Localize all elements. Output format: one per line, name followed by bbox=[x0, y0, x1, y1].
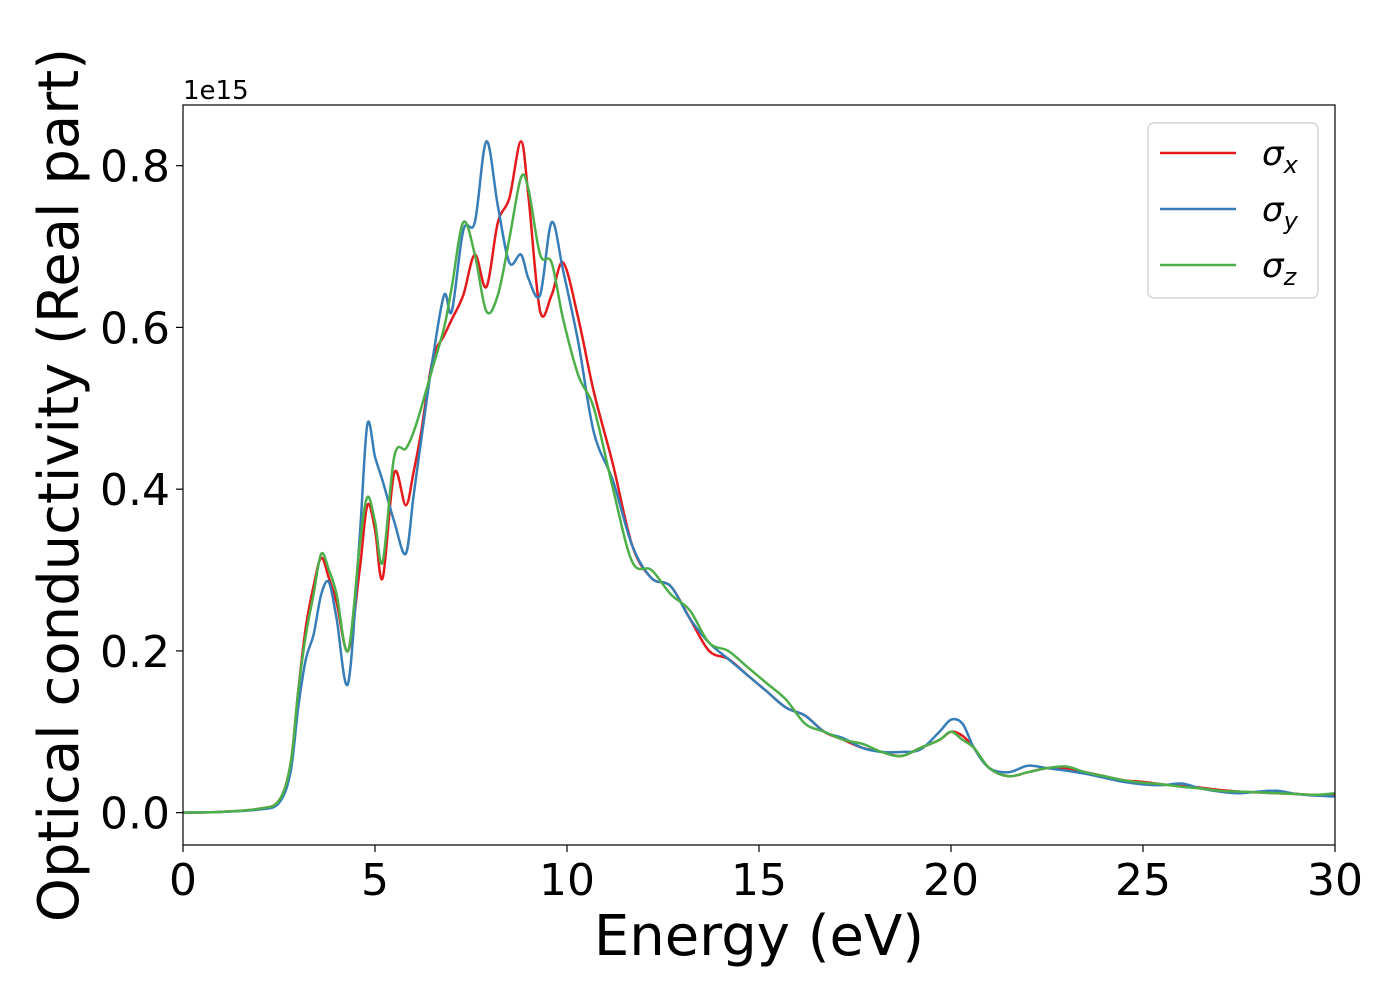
series-line-z bbox=[183, 173, 1335, 814]
y-tick-label: 0.8 bbox=[100, 142, 170, 193]
y-tick-label: 0.0 bbox=[100, 789, 170, 840]
legend-frame bbox=[1147, 122, 1319, 299]
x-tick-label: 30 bbox=[1307, 855, 1363, 906]
x-tick-label: 25 bbox=[1115, 855, 1171, 906]
x-tick-label: 20 bbox=[923, 855, 979, 906]
legend: σx σy σz bbox=[1147, 122, 1319, 299]
legend-label-x: σx bbox=[1262, 134, 1299, 179]
y-tick-label: 0.2 bbox=[100, 627, 170, 678]
y-tick-label: 0.6 bbox=[100, 303, 170, 354]
y-tick-label: 0.4 bbox=[100, 465, 170, 516]
x-tick-label: 10 bbox=[539, 855, 595, 906]
x-tick-label: 0 bbox=[169, 855, 197, 906]
y-offset-label: 1e15 bbox=[183, 76, 249, 106]
ticks-layer: 0 5 10 15 20 25 30 0.0 0.2 0.4 0.6 0.8 bbox=[100, 142, 1363, 906]
x-axis-title: Energy (eV) bbox=[594, 904, 924, 969]
x-tick-label: 15 bbox=[731, 855, 787, 906]
x-tick-label: 5 bbox=[361, 855, 389, 906]
legend-label-z: σz bbox=[1262, 246, 1298, 291]
y-axis-title: Optical conductivity (Real part) bbox=[27, 48, 92, 922]
series-layer bbox=[183, 140, 1335, 814]
legend-label-y: σy bbox=[1262, 190, 1299, 235]
